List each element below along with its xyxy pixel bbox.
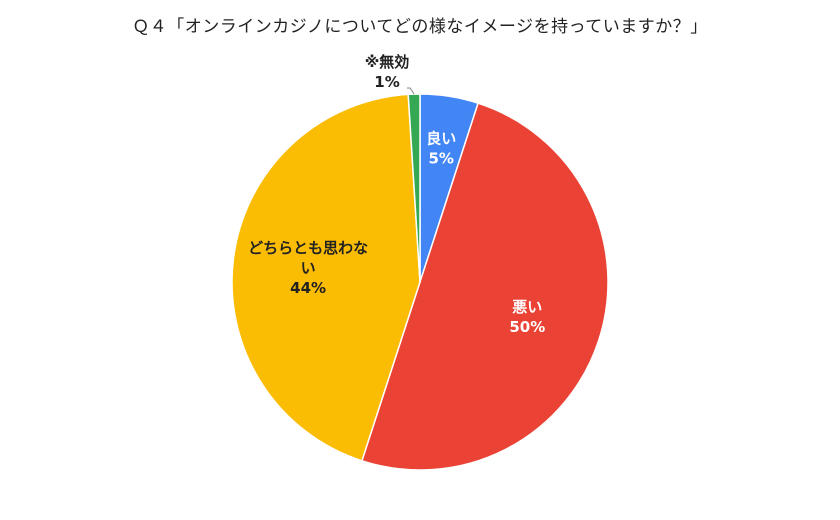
leader-line-invalid [407, 87, 415, 95]
pie-slice-neutral [231, 93, 421, 462]
pie-slice-bad [360, 102, 609, 471]
data-label-good: 良い 5% [426, 129, 456, 167]
data-label-bad: 悪い 50% [509, 298, 545, 336]
chart-title: Ｑ４「オンラインカジノについてどの様なイメージを持っていますか？」 [132, 17, 708, 37]
data-label-neutral: どちらとも思わない 44% [248, 239, 368, 297]
data-label-invalid: ※無効 1% [365, 53, 410, 91]
